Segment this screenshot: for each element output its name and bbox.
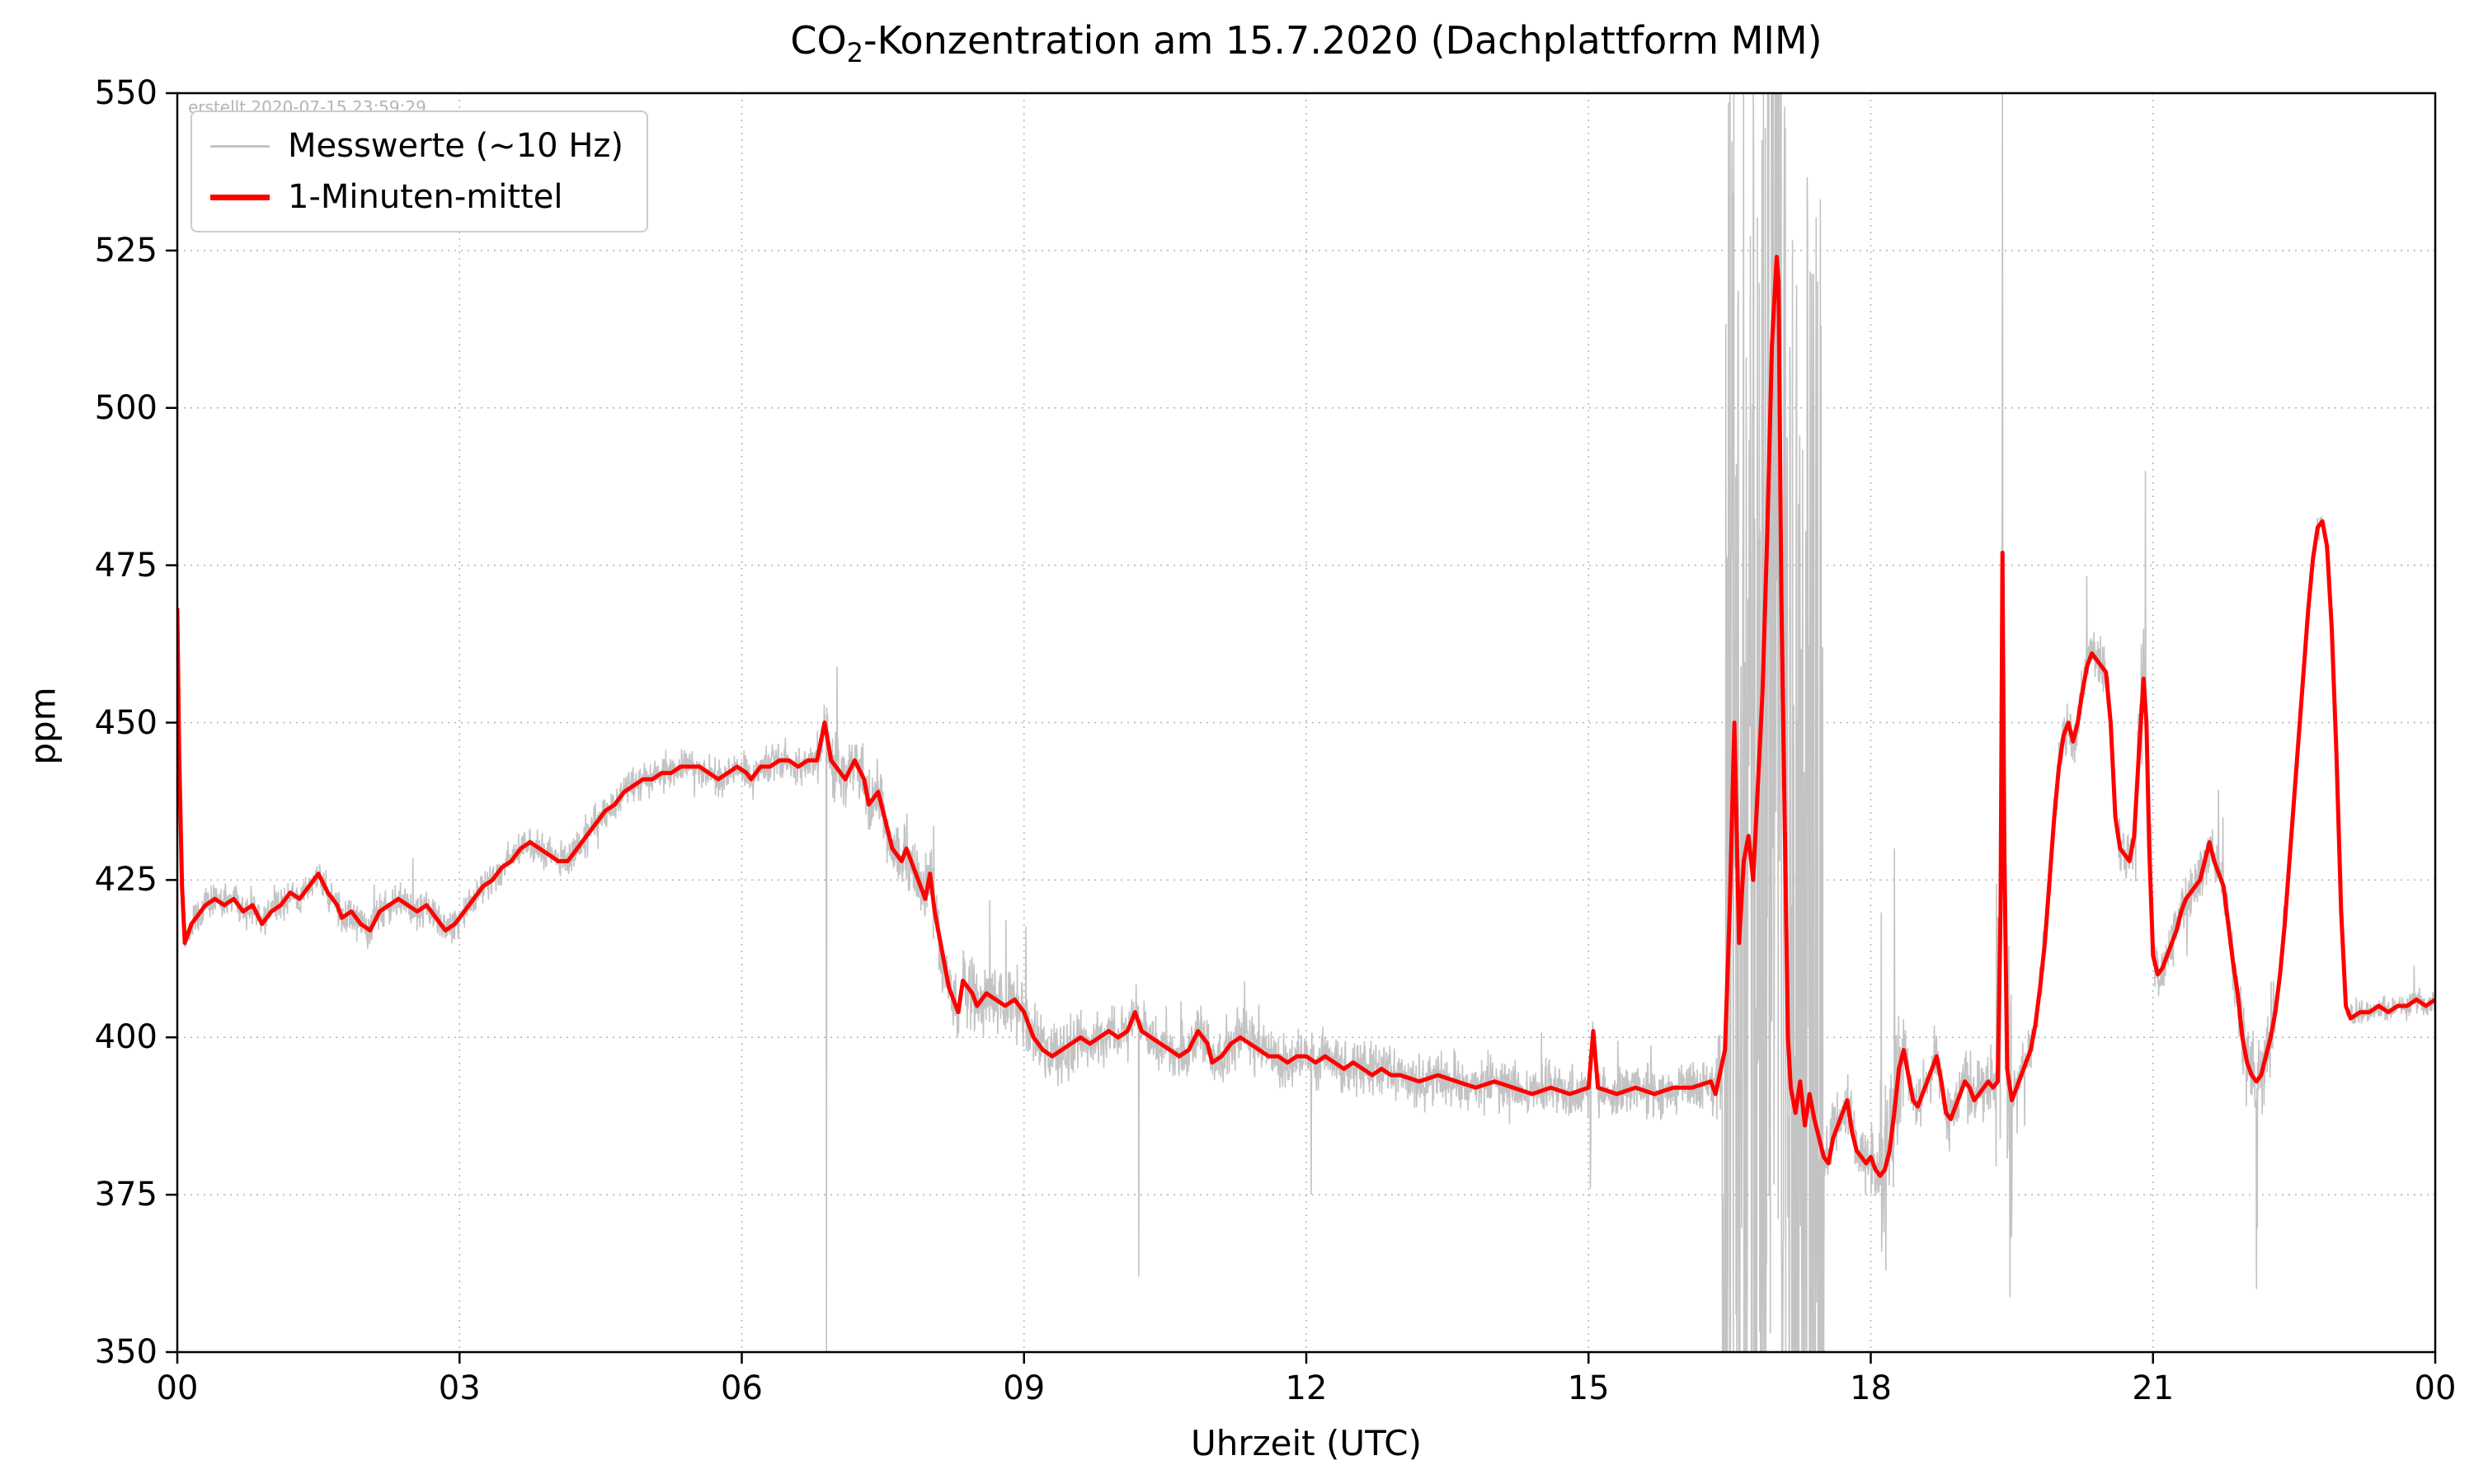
y-tick-label: 550 [94, 74, 158, 112]
y-tick-label: 400 [94, 1018, 158, 1057]
y-tick-label: 350 [94, 1333, 158, 1371]
chart-title-pre: CO [790, 18, 847, 63]
legend-item-minutenmittel: 1-Minuten-mittel [210, 178, 623, 216]
x-tick-label: 03 [438, 1369, 481, 1407]
legend-line-sample-gray [210, 144, 270, 148]
legend-label: Messwerte (~10 Hz) [288, 127, 623, 165]
y-tick-label: 475 [94, 546, 158, 585]
chart-title-sub: 2 [846, 37, 864, 69]
y-tick-label: 500 [94, 388, 158, 427]
x-tick-label: 15 [1567, 1369, 1610, 1407]
x-tick-label: 21 [2132, 1369, 2175, 1407]
chart-title-post: -Konzentration am 15.7.2020 (Dachplattfo… [863, 18, 1823, 63]
y-tick-label: 525 [94, 231, 158, 270]
x-tick-label: 18 [1850, 1369, 1892, 1407]
legend: Messwerte (~10 Hz) 1-Minuten-mittel [190, 110, 648, 232]
x-tick-label: 00 [2414, 1369, 2457, 1407]
x-tick-label: 06 [721, 1369, 763, 1407]
y-tick-label: 425 [94, 861, 158, 899]
y-tick-label: 375 [94, 1176, 158, 1214]
chart-title: CO2-Konzentration am 15.7.2020 (Dachplat… [177, 18, 2435, 68]
legend-line-sample-red [210, 194, 270, 200]
legend-label: 1-Minuten-mittel [288, 178, 563, 216]
x-tick-label: 00 [156, 1369, 199, 1407]
legend-item-messwerte: Messwerte (~10 Hz) [210, 127, 623, 165]
y-tick-label: 450 [94, 703, 158, 742]
x-axis-label: Uhrzeit (UTC) [1190, 1423, 1423, 1463]
x-tick-label: 12 [1285, 1369, 1328, 1407]
x-tick-label: 09 [1003, 1369, 1046, 1407]
series-1-minuten-mittel [177, 255, 2435, 1178]
